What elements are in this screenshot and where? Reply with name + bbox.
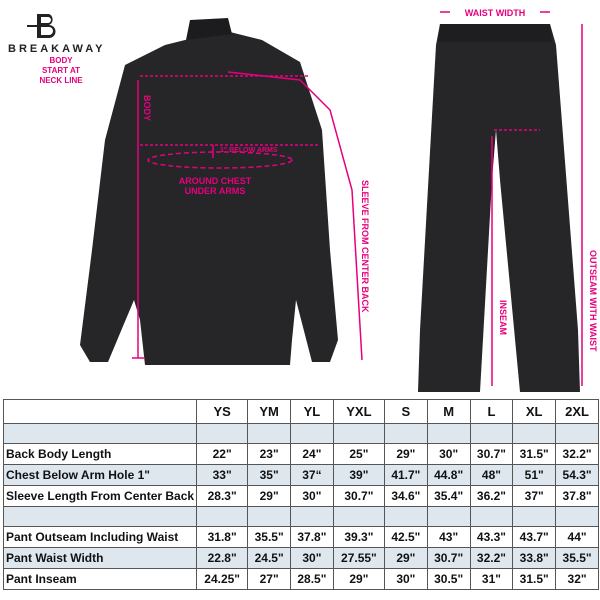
logo-b-icon [27,14,56,38]
measurement-cell: 36.2" [469,485,514,507]
measurement-cell: 48" [469,464,514,486]
spacer-row [2,423,599,444]
table-row: Pant Inseam 24.25" 27" 28.5" 29" 30" 30.5" 31" 3… [2,568,599,590]
measurement-cell: 32.2" [555,443,599,465]
measurement-cell: 30" [290,485,334,507]
measurement-cell: 29" [383,443,428,465]
size-header: L [469,399,514,424]
pant-section: Pant Outseam Including Waist 31.8" 35.5" 37… [2,506,599,590]
pants [418,24,580,392]
measurement-cell: 22.8" [196,547,249,569]
below-arms-label: 1" BELOW ARMS [220,147,278,154]
measurement-cell: 22" [196,443,249,465]
measurement-cell: 29" [247,485,292,507]
measurement-cell: 24" [290,443,334,465]
measurement-cell: 37.8" [290,526,334,548]
table-row: Pant Waist Width 22.8" 24.5" 30" 27.55" 29" 30… [2,547,599,569]
measurement-cell: 39" [332,464,385,486]
size-header: YL [290,399,334,424]
measurement-cell: 30" [383,568,428,590]
measurement-cell: 44" [555,526,599,548]
measurement-cell: 29" [383,547,428,569]
measurement-cell: 29" [332,568,385,590]
table-row: Sleeve Length From Center Back 28.3" 29" 30… [2,485,599,507]
measurement-cell: 35.4" [426,485,471,507]
row-label: Back Body Length [2,443,198,465]
row-label: Sleeve Length From Center Back [2,485,198,507]
size-header: 2XL [555,399,599,424]
row-label: Pant Outseam Including Waist [2,526,198,548]
measurement-cell: 37.8" [555,485,599,507]
table-row: Chest Below Arm Hole 1" 33" 35" 37“ 39" 41.7"… [2,464,599,486]
measurement-cell: 30" [290,547,334,569]
chest-label: AROUND CHEST UNDER ARMS [178,176,252,196]
measurement-cell: 28.3" [196,485,249,507]
measurement-cell: 30.7" [469,443,514,465]
waist-width-label: WAIST WIDTH [450,8,540,18]
size-header: YXL [332,399,385,424]
measurement-cell: 24.5" [247,547,292,569]
size-header: YS [196,399,249,424]
measurement-cell: 30.7" [332,485,385,507]
measurement-cell: 33" [196,464,249,486]
size-header: YM [247,399,292,424]
measurement-cell: 37“ [290,464,334,486]
measurement-cell: 31.5" [512,568,557,590]
table-row: Pant Outseam Including Waist 31.8" 35.5" 37… [2,526,599,548]
measurement-cell: 43" [426,526,471,548]
measurement-cell: 42.5" [383,526,428,548]
measurement-cell: 28.5" [290,568,334,590]
measurement-cell: 27" [247,568,292,590]
sleeve-label: SLEEVE FROM CENTER BACK [360,180,370,313]
size-header-row: YS YM YL YXL S M L XL 2XL [2,399,599,424]
measurement-cell: 43.7" [512,526,557,548]
measurement-cell: 25" [332,443,385,465]
measurement-cell: 31" [469,568,514,590]
size-table: YS YM YL YXL S M L XL 2XL Back Body Leng… [2,399,599,590]
row-label: Pant Inseam [2,568,198,590]
measurement-cell: 35.5" [555,547,599,569]
body-start-label: BODY START AT NECK LINE [39,56,83,85]
measurement-cell: 31.8" [196,526,249,548]
table-row: Back Body Length 22" 23" 24" 25" 29" 30" 30.7" 3… [2,443,599,465]
measurement-cell: 35.5" [247,526,292,548]
measurement-cell: 39.3" [332,526,385,548]
measurement-cell: 30" [426,443,471,465]
measurement-cell: 33.8" [512,547,557,569]
measurement-cell: 32" [555,568,599,590]
measurement-cell: 54.3" [555,464,599,486]
measurement-cell: 31.5" [512,443,557,465]
inseam-label: INSEAM [498,300,508,336]
measurement-cell: 34.6" [383,485,428,507]
jacket-section: Back Body Length 22" 23" 24" 25" 29" 30" 30.7" 3… [2,423,599,507]
measurement-cell: 23" [247,443,292,465]
measurement-cell: 41.7" [383,464,428,486]
size-header: XL [512,399,557,424]
spacer-row [2,506,599,527]
row-label: Chest Below Arm Hole 1" [2,464,198,486]
outseam-label: OUTSEAM WITH WAIST [588,250,598,352]
measurement-cell: 35" [247,464,292,486]
row-label: Pant Waist Width [2,547,198,569]
measurement-cell: 43.3" [469,526,514,548]
body-label: BODY [142,95,152,122]
measurement-cell: 30.7" [426,547,471,569]
measurement-cell: 30.5" [426,568,471,590]
measurement-cell: 44.8" [426,464,471,486]
jacket [80,32,338,365]
measurement-cell: 24.25" [196,568,249,590]
measurement-cell: 27.55" [332,547,385,569]
measurement-cell: 37" [512,485,557,507]
size-header: S [383,399,428,424]
measurement-cell: 51" [512,464,557,486]
measurement-cell: 32.2" [469,547,514,569]
size-header: M [426,399,471,424]
garment-illustration [80,11,583,392]
